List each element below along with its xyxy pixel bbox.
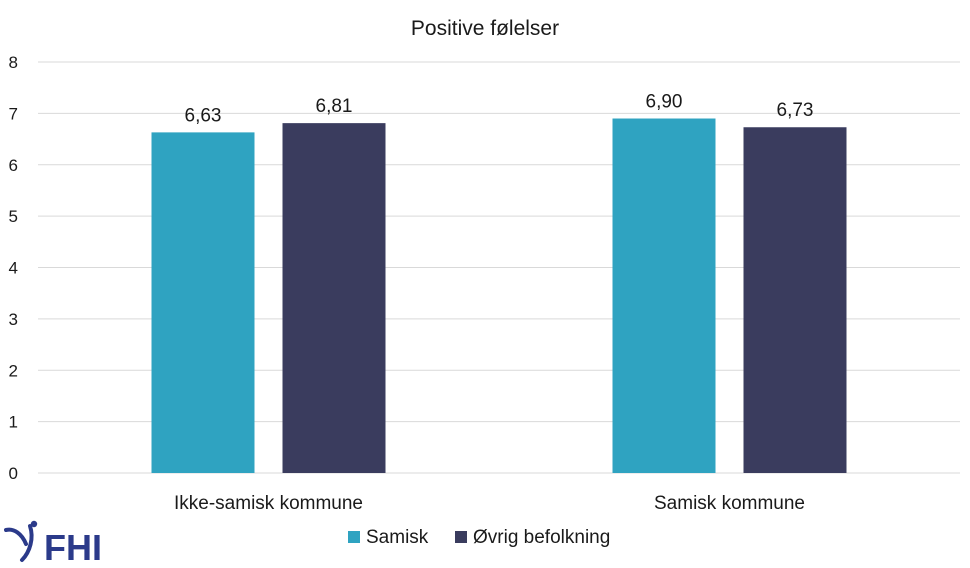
chart-title: Positive følelser <box>411 17 559 40</box>
y-tick-label: 0 <box>9 464 18 483</box>
legend-swatch <box>348 531 360 543</box>
fhi-logo-dot <box>30 520 38 528</box>
y-tick-label: 3 <box>9 310 18 329</box>
y-tick-label: 6 <box>9 156 18 175</box>
fhi-logo-mark <box>4 524 34 562</box>
y-tick-label: 5 <box>9 207 18 226</box>
x-category-label: Ikke-samisk kommune <box>174 493 363 514</box>
y-tick-label: 8 <box>9 53 18 72</box>
legend-label: Samisk <box>366 527 429 548</box>
bar-samisk <box>151 132 255 474</box>
y-tick-label: 2 <box>9 361 18 380</box>
legend-swatch <box>455 531 467 543</box>
data-label: 6,90 <box>646 92 683 113</box>
legend: Samisk Øvrig befolkning <box>348 527 610 548</box>
data-label: 6,73 <box>777 100 814 121</box>
x-category-label: Samisk kommune <box>654 493 805 514</box>
y-tick-label: 4 <box>9 259 18 278</box>
fhi-logo: FHI <box>4 520 102 566</box>
bar-ovrig-befolkning <box>282 123 386 473</box>
y-tick-label: 7 <box>9 104 18 123</box>
legend-label: Øvrig befolkning <box>473 527 610 548</box>
bar-samisk <box>612 118 716 473</box>
data-label: 6,63 <box>185 105 222 126</box>
x-axis: Ikke-samisk kommune Samisk kommune <box>174 493 805 514</box>
fhi-logo-text: FHI <box>44 527 102 566</box>
bar-ovrig-befolkning <box>743 127 847 473</box>
y-tick-label: 1 <box>9 413 18 432</box>
data-label: 6,81 <box>316 96 353 117</box>
data-labels: 6,63 6,81 6,90 6,73 <box>185 92 814 127</box>
y-axis: 0 1 2 3 4 5 6 7 8 <box>9 53 18 483</box>
bars <box>151 118 847 474</box>
